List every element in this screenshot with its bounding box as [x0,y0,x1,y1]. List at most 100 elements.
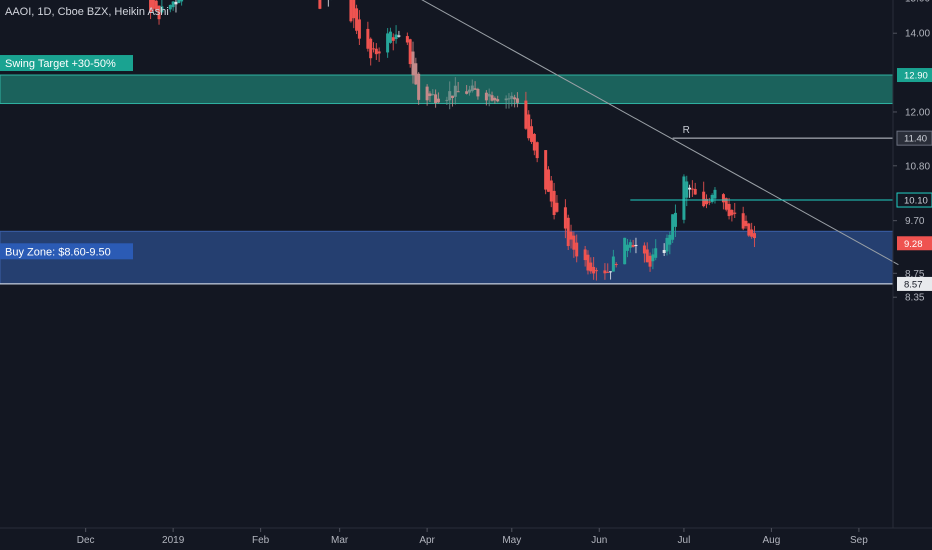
candle-body[interactable] [157,5,161,20]
candle-body[interactable] [572,235,576,250]
candle-body[interactable] [397,35,401,37]
candle-body[interactable] [744,220,748,227]
candle-body[interactable] [527,114,531,139]
candle-body[interactable] [544,150,548,190]
candle-body[interactable] [318,0,322,9]
candle-body[interactable] [555,202,559,212]
candle-body[interactable] [417,73,421,100]
candle-body[interactable] [524,100,528,129]
candle-body[interactable] [374,48,378,55]
candle-body[interactable] [671,214,675,240]
candle-body[interactable] [530,126,534,142]
candle-body[interactable] [405,36,409,43]
candle-body[interactable] [594,270,598,272]
candle-body[interactable] [721,194,725,203]
candle-body[interactable] [434,94,438,104]
candle-body[interactable] [493,97,497,101]
candle-body[interactable] [654,248,658,258]
candle-body[interactable] [606,271,610,273]
candle-body[interactable] [154,0,158,11]
candle-body[interactable] [174,1,178,5]
candle-body[interactable] [487,93,491,97]
candle-body[interactable] [504,98,508,101]
candle-body[interactable] [425,86,429,101]
candle-body[interactable] [436,98,440,103]
candle-body[interactable] [445,99,449,101]
candle-body[interactable] [510,95,514,99]
candle-body[interactable] [372,48,376,50]
candle-body[interactable] [645,249,649,263]
candle-body[interactable] [631,244,635,248]
candle-body[interactable] [388,31,392,43]
candle-body[interactable] [366,28,370,49]
candle-body[interactable] [673,212,677,227]
candle-body[interactable] [535,142,539,159]
candle-body[interactable] [414,63,418,85]
candle-body[interactable] [648,255,652,267]
candle-body[interactable] [690,188,694,190]
candle-body[interactable] [456,91,460,93]
candle-body[interactable] [693,188,697,195]
candle-body[interactable] [411,51,415,76]
candle-body[interactable] [662,249,666,253]
candle-body[interactable] [180,0,184,2]
candle-body[interactable] [357,19,361,39]
candle-body[interactable] [507,98,511,100]
candle-body[interactable] [741,213,745,229]
candle-body[interactable] [431,94,435,96]
candle-body[interactable] [707,201,711,203]
candle-body[interactable] [496,99,500,102]
candle-body[interactable] [563,207,567,229]
candle-body[interactable] [750,229,754,237]
candle-body[interactable] [465,91,469,94]
candle-body[interactable] [682,176,686,220]
candle-body[interactable] [747,223,751,236]
candle-body[interactable] [391,37,395,41]
candle-body[interactable] [168,4,172,10]
candle-body[interactable] [727,203,731,217]
candle-body[interactable] [451,95,455,98]
candle-body[interactable] [408,39,412,65]
candle-body[interactable] [552,190,556,215]
candle-body[interactable] [705,198,708,205]
candle-body[interactable] [733,212,737,214]
candle-body[interactable] [160,6,164,13]
candle-body[interactable] [467,89,471,93]
candle-body[interactable] [634,244,638,247]
candle-body[interactable] [532,134,536,151]
candle-body[interactable] [724,198,728,210]
candle-body[interactable] [710,194,714,203]
candle-body[interactable] [566,217,570,247]
candle-body[interactable] [149,0,153,12]
candle-body[interactable] [369,38,373,59]
candle-body[interactable] [713,189,717,199]
candle-body[interactable] [473,88,477,90]
candle-body[interactable] [603,270,607,274]
candle-body[interactable] [177,0,181,4]
candle-body[interactable] [611,256,615,272]
candle-body[interactable] [448,91,452,101]
candle-body[interactable] [668,234,672,245]
candle-body[interactable] [651,254,655,262]
candle-body[interactable] [752,233,756,239]
candle-body[interactable] [688,187,692,190]
candle-body[interactable] [513,97,517,100]
candle-body[interactable] [642,245,646,254]
candle-body[interactable] [171,1,175,8]
candle-body[interactable] [490,95,494,101]
candle-body[interactable] [592,266,596,274]
candle-body[interactable] [476,89,480,97]
candle-body[interactable] [609,271,613,273]
candle-body[interactable] [515,98,519,103]
candle-body[interactable] [386,33,390,53]
candle-body[interactable] [614,264,618,266]
candle-body[interactable] [352,0,356,19]
candle-body[interactable] [569,231,573,240]
candles-layer[interactable] [11,0,756,281]
candle-body[interactable] [549,180,553,202]
candle-body[interactable] [470,85,474,92]
candle-body[interactable] [394,34,398,40]
candle-body[interactable] [628,242,632,248]
candle-body[interactable] [151,0,155,9]
candle-body[interactable] [702,191,706,207]
